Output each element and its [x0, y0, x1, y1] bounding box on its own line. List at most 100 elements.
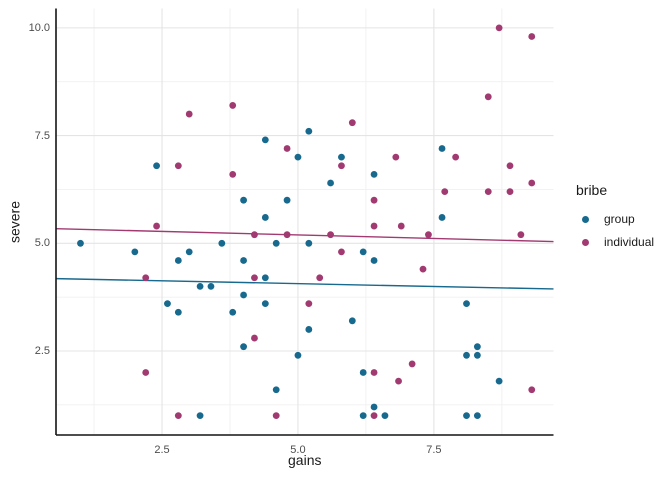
- data-point-individual: [528, 386, 536, 394]
- data-point-individual: [174, 412, 182, 420]
- data-point-individual: [484, 188, 492, 195]
- data-point-group: [305, 127, 313, 135]
- data-point-individual: [251, 274, 258, 282]
- data-point-group: [370, 170, 378, 178]
- data-point-individual: [283, 231, 291, 239]
- legend-label-individual: individual: [604, 235, 655, 249]
- trend-line-group: [55, 277, 554, 290]
- data-point-individual: [327, 231, 334, 239]
- data-point-individual: [348, 119, 356, 127]
- legend-title: bribe: [576, 182, 608, 198]
- data-point-individual: [229, 102, 237, 109]
- legend-item-individual: individual: [576, 234, 654, 250]
- data-point-group: [218, 239, 226, 247]
- legend-key-individual-dot-icon: [582, 238, 589, 246]
- data-point-individual: [441, 188, 449, 195]
- y-tick-label: 7.5: [34, 129, 50, 142]
- data-point-individual: [229, 170, 237, 178]
- data-point-individual: [283, 145, 291, 152]
- data-point-individual: [338, 248, 345, 256]
- y-tick-label: 10.0: [28, 21, 50, 34]
- data-point-group: [131, 248, 139, 256]
- data-point-group: [261, 136, 269, 144]
- data-point-individual: [517, 231, 525, 239]
- data-point-individual: [528, 179, 536, 187]
- data-point-individual: [395, 377, 402, 385]
- data-point-group: [240, 196, 247, 204]
- data-point-group: [305, 239, 313, 247]
- data-point-group: [229, 308, 237, 316]
- data-point-individual: [174, 162, 182, 170]
- data-point-group: [327, 179, 334, 187]
- data-point-group: [272, 386, 280, 394]
- data-point-group: [240, 291, 247, 299]
- data-point-group: [359, 412, 367, 420]
- data-point-group: [240, 257, 247, 264]
- data-point-group: [77, 239, 84, 247]
- data-point-individual: [528, 33, 536, 40]
- data-point-group: [473, 412, 481, 420]
- data-point-group: [473, 343, 481, 351]
- data-point-group: [196, 282, 204, 290]
- data-point-group: [359, 369, 367, 376]
- data-point-group: [338, 153, 345, 161]
- data-point-individual: [370, 222, 378, 230]
- data-point-group: [359, 248, 367, 256]
- data-point-group: [261, 274, 269, 282]
- legend-item-group: group: [576, 211, 654, 227]
- data-point-individual: [452, 153, 460, 161]
- data-point-group: [174, 308, 182, 316]
- legend: bribe group individual: [576, 182, 654, 257]
- data-point-individual: [425, 231, 432, 239]
- data-point-individual: [506, 188, 514, 195]
- data-point-group: [463, 300, 470, 308]
- data-point-group: [164, 300, 171, 308]
- data-point-individual: [370, 412, 378, 420]
- data-point-group: [240, 343, 247, 351]
- data-point-individual: [153, 222, 160, 230]
- data-point-group: [305, 326, 313, 333]
- data-point-individual: [370, 196, 378, 204]
- y-tick-label: 2.5: [34, 344, 50, 357]
- data-point-individual: [338, 162, 345, 170]
- x-axis-title: gains: [288, 452, 322, 468]
- data-point-individual: [495, 24, 503, 32]
- data-point-individual: [419, 265, 427, 273]
- data-point-individual: [272, 412, 280, 420]
- data-point-individual: [316, 274, 324, 282]
- y-axis-title: severe: [6, 200, 23, 243]
- data-point-group: [463, 412, 470, 420]
- data-point-individual: [370, 369, 378, 376]
- data-point-group: [272, 239, 280, 247]
- data-point-individual: [185, 110, 193, 118]
- legend-label-group: group: [604, 212, 635, 226]
- x-tick-label: 2.5: [154, 444, 170, 456]
- data-point-group: [196, 412, 204, 420]
- data-point-individual: [142, 274, 150, 282]
- data-point-group: [463, 351, 470, 359]
- data-point-group: [381, 412, 389, 420]
- data-point-individual: [305, 300, 313, 308]
- legend-key-group-dot-icon: [582, 215, 589, 223]
- data-point-group: [294, 153, 302, 161]
- data-point-individual: [251, 334, 258, 342]
- data-point-individual: [408, 360, 416, 368]
- data-point-individual: [397, 222, 405, 230]
- data-point-group: [153, 162, 160, 170]
- data-point-group: [495, 377, 503, 385]
- data-point-individual: [392, 153, 400, 161]
- data-point-group: [438, 214, 446, 221]
- data-point-group: [174, 257, 182, 264]
- data-point-group: [294, 351, 302, 359]
- data-point-individual: [251, 231, 258, 239]
- data-point-individual: [484, 93, 492, 101]
- data-point-group: [207, 282, 215, 290]
- data-point-group: [473, 351, 481, 359]
- x-tick-label: 7.5: [426, 444, 442, 456]
- data-point-group: [370, 403, 378, 411]
- trend-line-individual: [55, 227, 554, 243]
- data-point-group: [370, 257, 378, 264]
- data-point-group: [438, 145, 446, 152]
